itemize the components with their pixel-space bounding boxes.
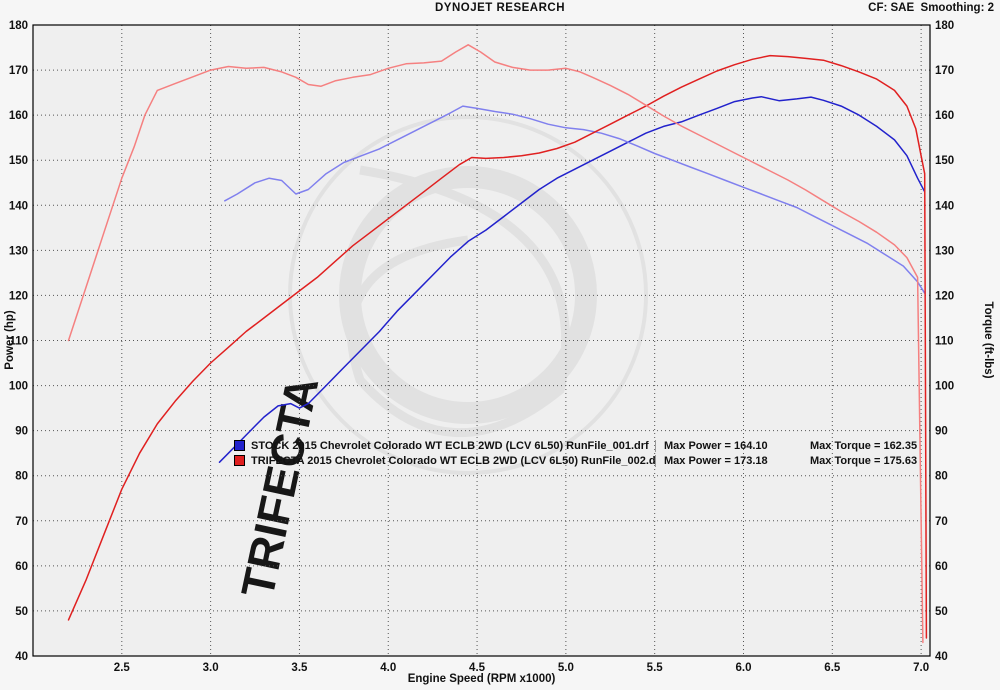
rpm-tick-label: 2.5 <box>114 662 131 674</box>
power-tick-label: 100 <box>9 381 28 393</box>
series-curve <box>67 44 924 644</box>
stock-max-power-label: Max Power = 164.10 <box>655 439 796 452</box>
power-tick-label: 90 <box>15 426 28 438</box>
trifecta-vehicle-label: TRIFECTA 2015 Chevrolet Colorado WT ECLB… <box>251 454 655 467</box>
torque-tick-label: 170 <box>935 65 954 77</box>
legend-row-trifecta: TRIFECTA 2015 Chevrolet Colorado WT ECLB… <box>234 453 917 468</box>
power-tick-label: 70 <box>15 516 28 528</box>
rpm-tick-label: 6.5 <box>824 662 841 674</box>
series-curve <box>67 54 928 639</box>
power-tick-label: 80 <box>15 471 28 483</box>
torque-tick-label: 150 <box>935 155 954 167</box>
rpm-tick-label: 3.5 <box>291 662 308 674</box>
torque-tick-label: 70 <box>935 516 948 528</box>
rpm-tick-label: 5.5 <box>647 662 664 674</box>
torque-tick-label: 40 <box>935 651 948 663</box>
chart-title: DYNOJET RESEARCH <box>434 2 566 14</box>
rpm-tick-label: 5.0 <box>558 662 574 674</box>
power-tick-label: 120 <box>9 290 28 302</box>
legend-row-stock: STOCK 2015 Chevrolet Colorado WT ECLB 2W… <box>234 438 917 453</box>
plot-frame <box>32 24 931 657</box>
legend: STOCK 2015 Chevrolet Colorado WT ECLB 2W… <box>234 438 917 468</box>
torque-tick-label: 90 <box>935 426 948 438</box>
rpm-tick-label: 4.0 <box>380 662 396 674</box>
stock-max-torque-label: Max Torque = 162.35 <box>810 439 918 452</box>
power-tick-label: 160 <box>9 110 28 122</box>
trifecta-max-torque-label: Max Torque = 175.63 <box>810 454 918 467</box>
rpm-tick-label: 6.0 <box>735 662 751 674</box>
rpm-axis-label: Engine Speed (RPM x1000) <box>407 673 556 685</box>
torque-tick-label: 180 <box>935 20 954 32</box>
power-tick-label: 170 <box>9 65 28 77</box>
rpm-tick-label: 7.0 <box>913 662 929 674</box>
torque-tick-label: 160 <box>935 110 954 122</box>
torque-tick-label: 110 <box>935 336 954 348</box>
torque-tick-label: 130 <box>935 245 954 257</box>
torque-tick-label: 80 <box>935 471 948 483</box>
power-tick-label: 140 <box>9 200 28 212</box>
torque-tick-label: 100 <box>935 381 954 393</box>
power-tick-label: 110 <box>9 336 28 348</box>
power-tick-label: 150 <box>9 155 28 167</box>
trifecta-series-swatch <box>234 455 245 466</box>
trifecta-max-power-label: Max Power = 173.18 <box>655 454 796 467</box>
torque-tick-label: 60 <box>935 561 948 573</box>
torque-tick-label: 120 <box>935 290 954 302</box>
series-curve <box>218 95 926 463</box>
power-tick-label: 130 <box>9 245 28 257</box>
stock-series-swatch <box>234 440 245 451</box>
series-curve <box>224 105 926 294</box>
power-tick-label: 40 <box>15 651 28 663</box>
power-tick-label: 50 <box>15 606 28 618</box>
power-tick-label: 180 <box>9 20 28 32</box>
rpm-tick-label: 4.5 <box>469 662 486 674</box>
torque-tick-label: 140 <box>935 200 954 212</box>
torque-tick-label: 50 <box>935 606 948 618</box>
stock-vehicle-label: STOCK 2015 Chevrolet Colorado WT ECLB 2W… <box>251 439 649 452</box>
correction-smoothing-label: CF: SAE Smoothing: 2 <box>868 2 994 14</box>
power-tick-label: 60 <box>15 561 28 573</box>
rpm-tick-label: 3.0 <box>203 662 219 674</box>
